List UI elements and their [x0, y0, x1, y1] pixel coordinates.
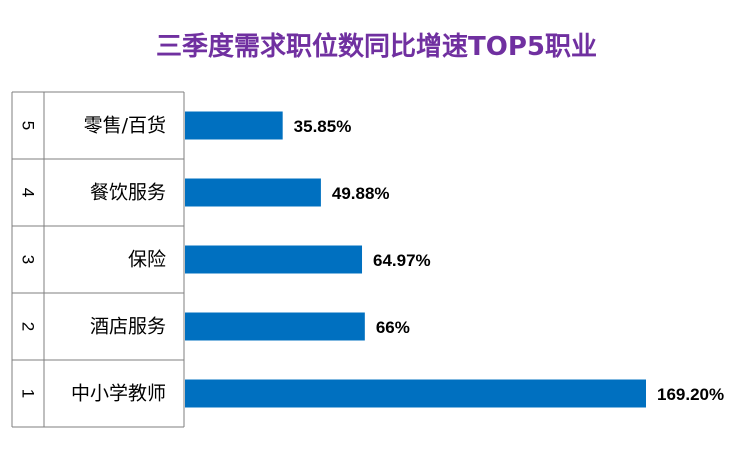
bar	[185, 245, 363, 274]
category-label: 保险	[128, 249, 166, 271]
category-table-lines	[11, 91, 185, 428]
bar	[185, 312, 365, 341]
data-label: 169.20%	[657, 385, 724, 404]
category-label: 酒店服务	[90, 316, 166, 338]
data-label: 35.85%	[294, 117, 352, 136]
value-labels: 35.85% 49.88% 64.97% 66% 169.20%	[294, 117, 724, 404]
rank-labels: 5 4 3 2 1	[19, 121, 38, 398]
bars	[185, 111, 646, 408]
category-label: 零售/百货	[84, 115, 166, 137]
data-label: 66%	[376, 318, 410, 337]
chart-title: 三季度需求职位数同比增速TOP5职业	[156, 32, 597, 62]
rank-label: 3	[19, 255, 38, 264]
rank-label: 1	[19, 389, 38, 398]
bar	[185, 379, 646, 408]
category-label: 中小学教师	[71, 383, 166, 405]
category-label: 餐饮服务	[90, 182, 166, 204]
bar	[185, 111, 283, 140]
data-label: 49.88%	[332, 184, 390, 203]
rank-label: 4	[19, 188, 38, 197]
rank-label: 2	[19, 322, 38, 331]
data-label: 64.97%	[373, 251, 431, 270]
rank-label: 5	[19, 121, 38, 130]
bar	[185, 178, 321, 207]
